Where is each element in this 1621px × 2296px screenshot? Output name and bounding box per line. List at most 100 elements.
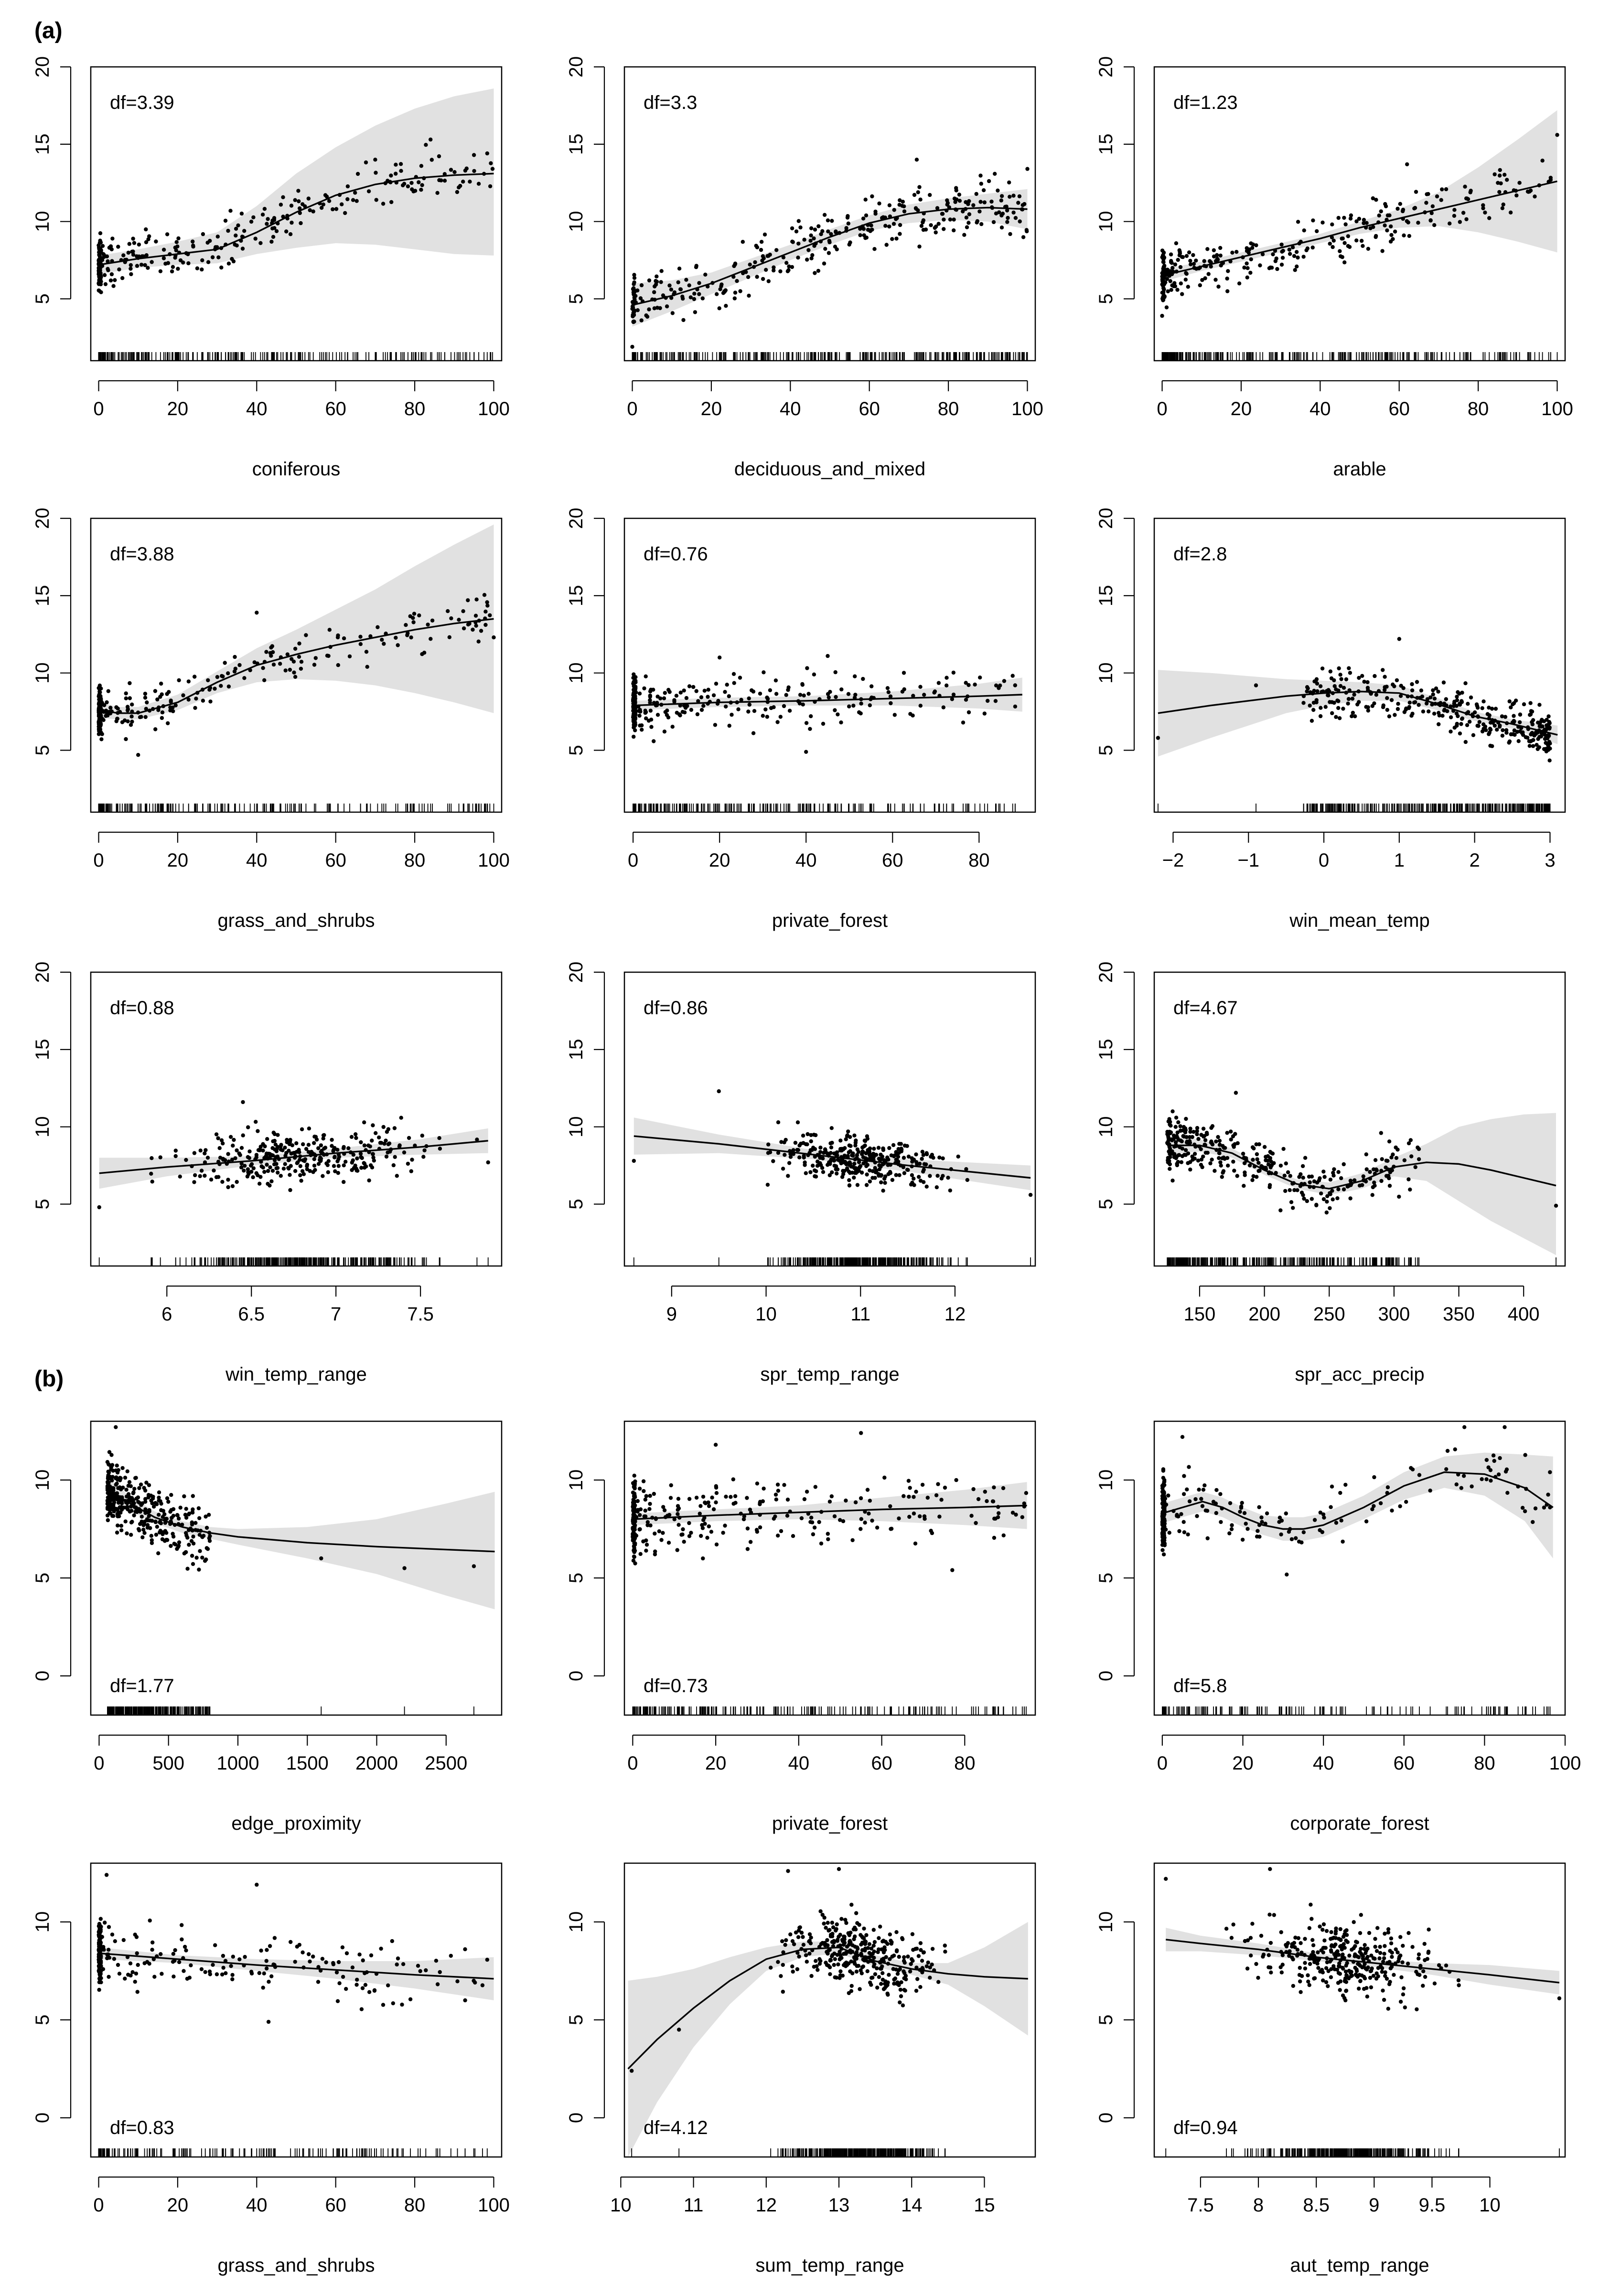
panel-4-point-95	[181, 693, 185, 697]
panel-5-point-321	[1013, 683, 1017, 687]
panel-6-point-312	[1545, 724, 1549, 729]
panel-8-point-174	[861, 1155, 866, 1159]
panel-5-point-31	[687, 684, 692, 688]
panel-3-point-132	[1200, 278, 1204, 282]
panel-8-point-63	[887, 1146, 891, 1150]
panel-6-point-31	[1522, 702, 1526, 707]
panel-4-point-100	[106, 689, 110, 693]
panel-7-point-236	[333, 1155, 337, 1159]
panel-7-point-265	[269, 1179, 274, 1183]
panel-5-point-132	[706, 695, 710, 699]
panel-5-point-185	[763, 707, 768, 712]
panel-3-point-141	[1336, 215, 1341, 220]
panel-5-point-112	[746, 709, 751, 714]
panel-6-point-286	[1436, 689, 1440, 694]
panel-6-point-305	[1512, 719, 1516, 723]
panel-2-point-289	[741, 240, 745, 244]
panel-2-point-230	[858, 226, 862, 231]
panel-2-point-160	[928, 193, 932, 197]
panel-5-fit-line	[633, 694, 1022, 707]
panel-7-point-203	[249, 1162, 254, 1166]
panel-4-point-59	[292, 670, 296, 675]
panel-2-point-7	[753, 260, 757, 265]
panel-5-point-15	[798, 693, 803, 697]
panel-1-point-140	[274, 229, 279, 233]
panel-3-point-208	[1413, 206, 1417, 210]
panel-1-point-135	[472, 169, 476, 173]
panel-2-point-58	[902, 209, 907, 214]
panel-3-point-143	[1169, 259, 1173, 263]
panel-3-y-tick-label-1: 10	[1095, 211, 1116, 232]
panel-6-point-328	[1546, 714, 1551, 719]
panel-3-point-307	[1280, 256, 1285, 260]
panel-5-point-169	[786, 685, 791, 690]
panel-6-point-33	[1320, 666, 1325, 671]
panel-5-point-238	[682, 710, 687, 715]
panel-8-point-138	[864, 1151, 868, 1156]
panel-4-x-tick-label-3: 60	[325, 850, 346, 871]
panel-1-y-tick-label-2: 15	[32, 134, 53, 155]
panel-8-point-100	[941, 1156, 945, 1160]
panel-3-point-169	[1226, 269, 1230, 273]
panel-7-point-6	[276, 1170, 280, 1175]
panel-7-point-221	[359, 1166, 364, 1170]
panel-6-point-85	[1332, 678, 1336, 683]
panel-1-point-104	[200, 267, 204, 272]
panel-7-point-286	[386, 1150, 390, 1155]
panel-2-point-300	[1021, 235, 1026, 239]
panel-6-point-329	[1513, 732, 1517, 737]
panel-1-point-315	[98, 258, 103, 263]
panel-1-point-282	[206, 260, 211, 264]
panel-4-point-155	[114, 719, 118, 723]
panel-5-point-216	[833, 708, 837, 712]
panel-7-point-30	[216, 1136, 220, 1140]
panel-5-point-120	[911, 694, 915, 698]
panel-1-point-158	[399, 169, 403, 173]
panel-2-point-304	[1013, 216, 1018, 220]
panel-3-point-160	[1464, 196, 1469, 201]
panel-1-x-tick-label-2: 40	[246, 398, 268, 419]
panel-1-point-27	[171, 265, 175, 269]
panel-2-point-79	[890, 237, 894, 241]
panel-1-point-185	[161, 256, 166, 260]
panel-4-point-11	[485, 603, 490, 608]
panel-2-point-261	[635, 288, 640, 293]
panel-7-point-12	[251, 1166, 256, 1170]
panel-7-point-305	[321, 1174, 325, 1178]
panel-4-point-240	[290, 657, 294, 661]
panel-3-point-91	[1198, 283, 1202, 288]
panel-3-point-275	[1458, 220, 1462, 224]
panel-5-point-55	[775, 720, 780, 724]
panel-7-point-276	[397, 1143, 402, 1148]
panel-3-point-48	[1168, 279, 1172, 283]
panel-1-point-188	[260, 213, 265, 217]
panel-3-point-105	[1366, 247, 1371, 251]
panel-7-point-195	[298, 1164, 302, 1169]
panel-4-point-5	[242, 676, 247, 680]
panel-6-df-label: df=2.8	[1173, 544, 1227, 565]
panel-1-point-26	[345, 197, 350, 202]
panel-5-point-270	[978, 676, 982, 680]
panel-5-point-87	[784, 693, 788, 697]
panel-7-point-292	[301, 1172, 306, 1176]
panel-6-point-232	[1336, 699, 1341, 703]
panel-4-point-191	[299, 666, 303, 671]
panel-5-point-256	[752, 709, 757, 713]
panel-4-point-44	[474, 597, 479, 602]
panel-7-point-202	[298, 1173, 302, 1178]
panel-2-point-155	[632, 276, 637, 280]
panel-4-point-119	[326, 654, 331, 658]
panel-6-point-115	[1480, 706, 1484, 710]
panel-2-x-tick-label-1: 20	[701, 398, 722, 419]
panel-6-point-119	[1352, 692, 1356, 697]
panel-1-point-326	[279, 203, 283, 207]
panel-6-point-100	[1467, 719, 1472, 724]
panel-6-point-200	[1472, 710, 1477, 715]
panel-4-point-56	[364, 650, 369, 654]
panel-6-point-318	[1501, 728, 1505, 732]
panel-5-point-143	[808, 727, 812, 731]
panel-6-point-230	[1341, 707, 1345, 711]
panel-5-point-178	[1010, 674, 1015, 678]
panel-7-point-211	[298, 1158, 302, 1162]
